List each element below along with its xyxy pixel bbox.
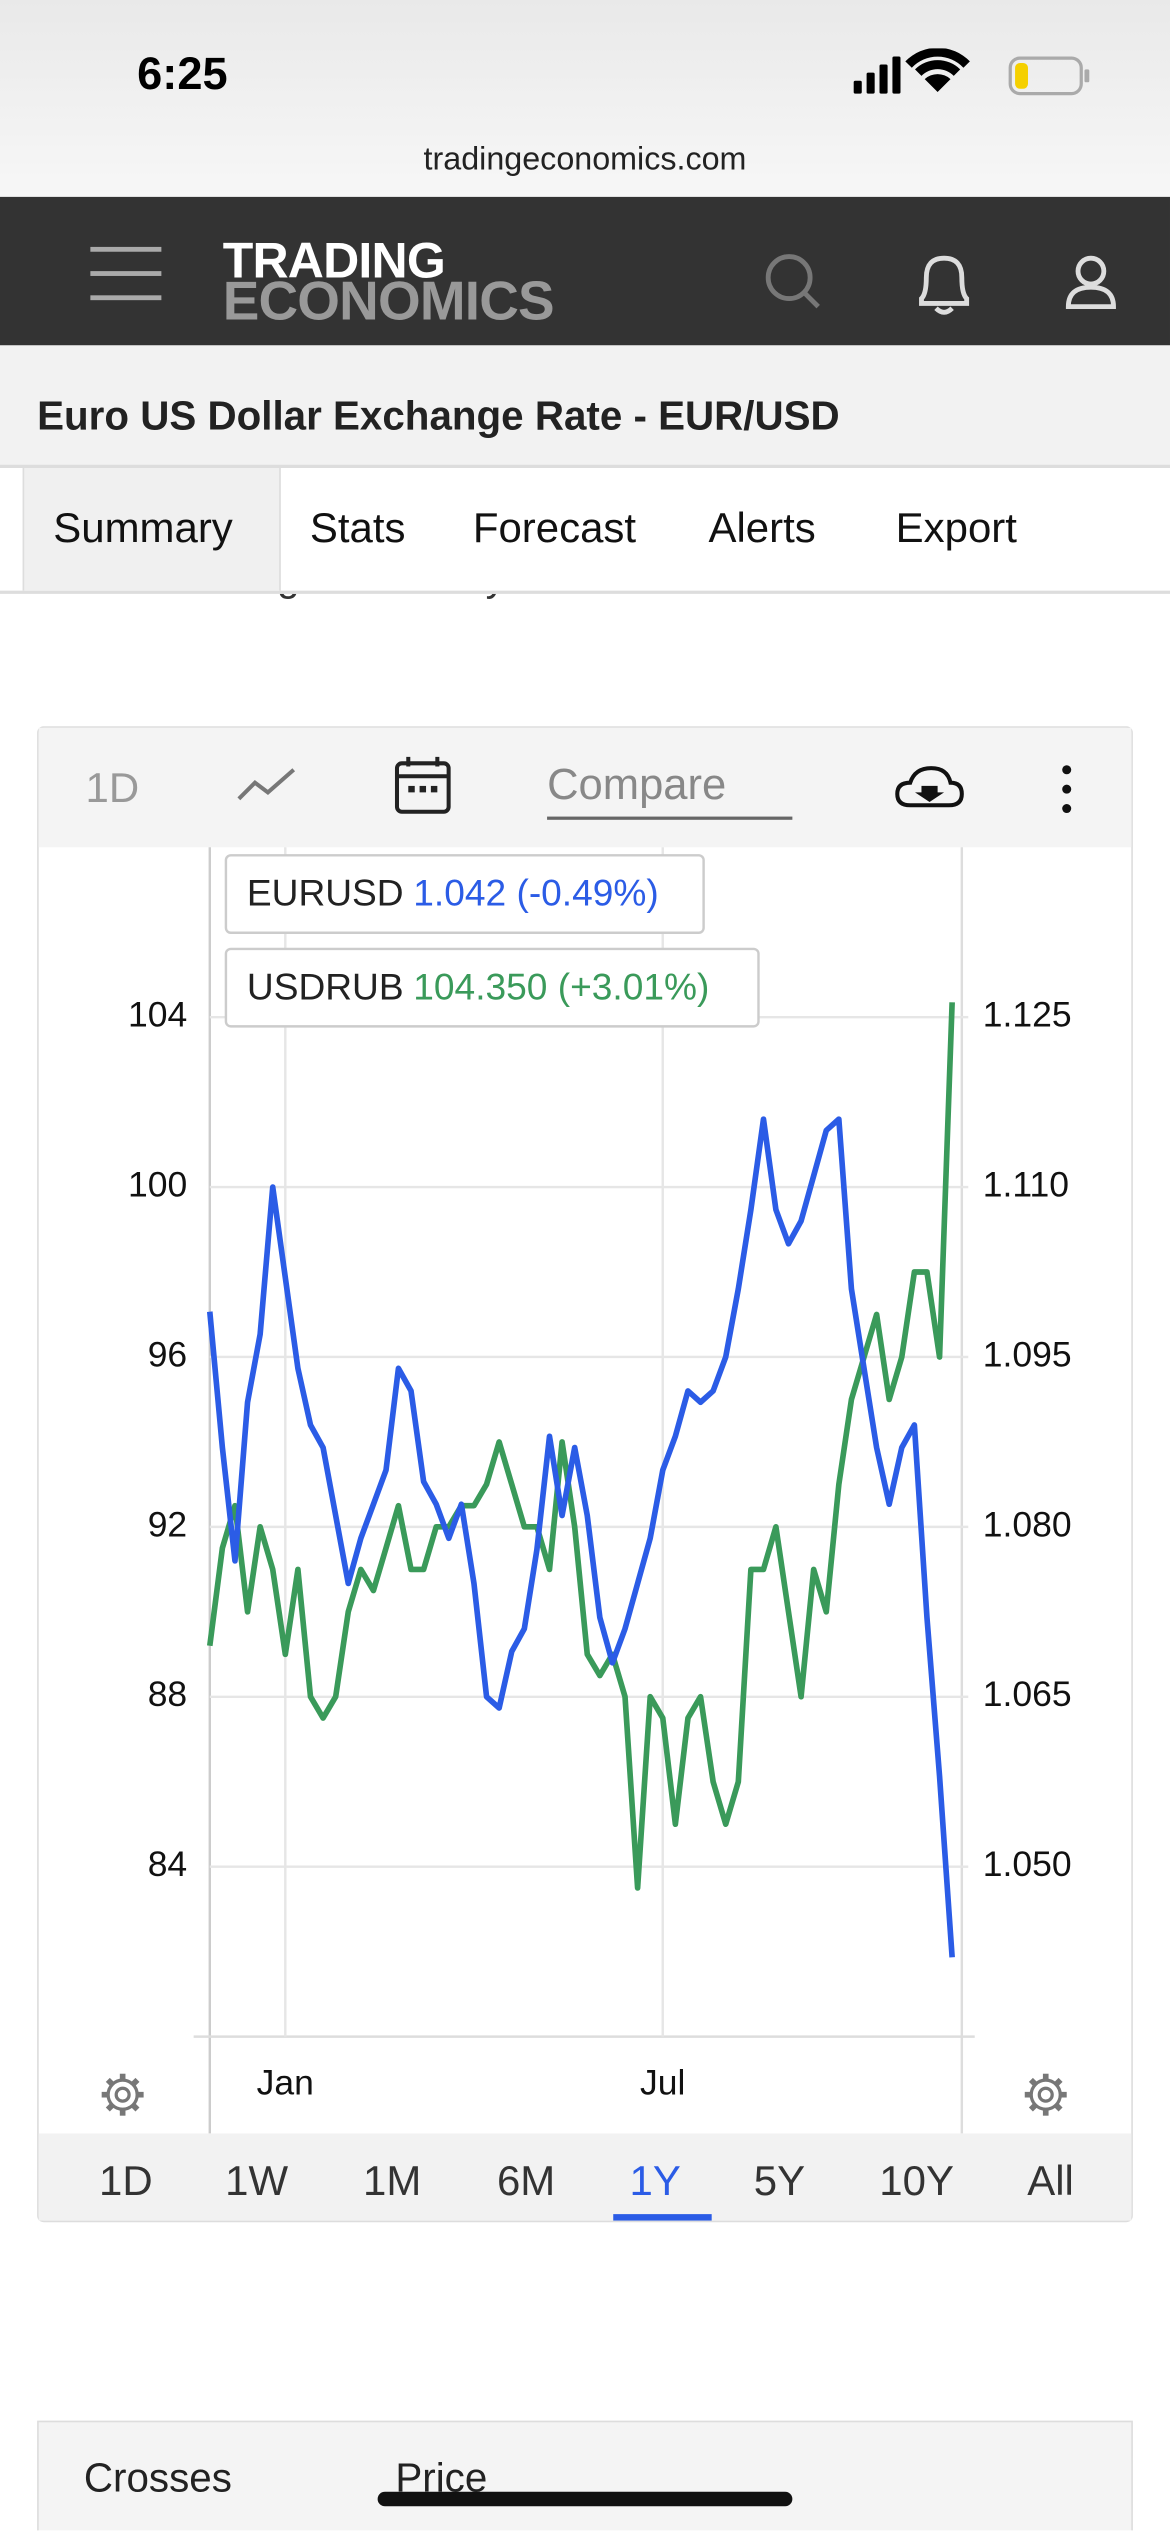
site-header: [0, 196, 1170, 346]
brand-bottom[interactable]: ECONOMICS: [222, 271, 555, 333]
settings-icon[interactable]: [101, 2073, 144, 2116]
search-icon[interactable]: [765, 254, 820, 309]
status-bar: [0, 0, 1170, 197]
gear-hole: [114, 2086, 131, 2103]
legend-value: 104.350 (+3.01%): [413, 965, 709, 1007]
menu-bar: [90, 271, 162, 276]
legend-box: [224, 854, 705, 934]
page-title: Euro US Dollar Exchange Rate - EUR/USD: [37, 393, 840, 439]
y-tick-label: 104: [128, 995, 187, 1035]
range-underline: [613, 2214, 712, 2221]
y-tick-label: 84: [148, 1844, 188, 1884]
range-bar: [38, 2133, 1132, 2221]
y2-tick-label: 1.095: [983, 1334, 1072, 1374]
range-button[interactable]: 10Y: [879, 2156, 954, 2205]
tab[interactable]: Alerts: [708, 503, 816, 552]
series-line: [206, 1116, 955, 1958]
compare-input[interactable]: Compare: [547, 760, 793, 820]
bell-icon[interactable]: [919, 255, 970, 315]
range-button[interactable]: 5Y: [753, 2156, 806, 2205]
more-icon[interactable]: [1062, 765, 1072, 814]
bottom-tab[interactable]: Crosses: [83, 2456, 232, 2502]
tab[interactable]: Summary: [53, 503, 233, 552]
signal-bar: [892, 56, 901, 94]
active-tab-bg: [22, 467, 281, 591]
status-icons: [853, 48, 1090, 96]
calendar-icon[interactable]: [394, 756, 451, 814]
range-buttons: 1D 1W 1M 6M 1Y 5Y 10Y All: [0, 2133, 1170, 2221]
gear-hole: [1037, 2086, 1054, 2103]
url[interactable]: tradingeconomics.com: [423, 142, 747, 178]
signal-bar: [853, 80, 862, 94]
signal-bar: [879, 64, 888, 94]
y-tick-label: 92: [148, 1504, 188, 1544]
tab[interactable]: Stats: [309, 503, 406, 552]
range-button[interactable]: 1D: [99, 2156, 153, 2205]
settings-icon[interactable]: [1024, 2073, 1067, 2116]
y-tick-label: 100: [128, 1164, 187, 1204]
menu-bar: [90, 246, 162, 252]
range-button[interactable]: 1Y: [629, 2156, 681, 2205]
y2-tick-label: 1.110: [983, 1164, 1069, 1204]
legend-value: 1.042 (-0.49%): [413, 871, 658, 913]
battery-level: [1015, 62, 1028, 89]
menu-icon[interactable]: [87, 242, 164, 307]
battery-tip: [1084, 69, 1090, 83]
gear-ring: [1029, 2078, 1062, 2111]
wifi-icon: [905, 48, 970, 92]
y2-tick-label: 1.065: [983, 1674, 1072, 1714]
legend-entry: EURUSD 1.042 (-0.49%): [247, 871, 659, 913]
toolbar-icons: [237, 756, 1072, 814]
chart-toolbar: [38, 727, 1132, 848]
legend-name: USDRUB: [247, 965, 404, 1007]
bottom-card: [37, 2420, 1133, 2531]
range-button[interactable]: 6M: [496, 2156, 556, 2205]
user-icon[interactable]: [1065, 255, 1116, 310]
period-button[interactable]: 1D: [85, 763, 140, 812]
tab[interactable]: Forecast: [472, 503, 637, 552]
download-icon[interactable]: [895, 766, 964, 808]
home-indicator: [377, 2491, 793, 2507]
range-button[interactable]: All: [1027, 2156, 1074, 2205]
legend-box: [224, 947, 760, 1028]
y2-tick-label: 1.080: [983, 1504, 1072, 1544]
gear-ring: [106, 2078, 139, 2111]
x-tick-label: Jul: [640, 2062, 685, 2102]
y2-tick-label: 1.125: [983, 995, 1072, 1035]
x-tick-label: Jan: [257, 2062, 314, 2102]
battery: [1008, 56, 1083, 96]
y-tick-label: 96: [148, 1334, 188, 1374]
line-type-icon[interactable]: [237, 768, 296, 801]
menu-bar: [90, 295, 162, 301]
tab-bar: Summary Stats Forecast Alerts Export: [0, 467, 1170, 594]
series-line: [206, 1002, 955, 1891]
legend-entry: USDRUB 104.350 (+3.01%): [247, 965, 709, 1007]
header-icons: [765, 254, 1116, 315]
y2-tick-label: 1.050: [983, 1844, 1072, 1884]
legend-name: EURUSD: [247, 871, 404, 913]
title-bar: [0, 345, 1170, 468]
clock: 6:25: [137, 48, 228, 99]
range-button[interactable]: 1W: [225, 2156, 289, 2205]
signal-bar: [866, 72, 875, 94]
brand-top[interactable]: TRADING: [222, 232, 446, 289]
y-tick-label: 88: [148, 1674, 188, 1714]
range-button[interactable]: 1M: [363, 2156, 422, 2205]
tab[interactable]: Export: [895, 503, 1017, 552]
